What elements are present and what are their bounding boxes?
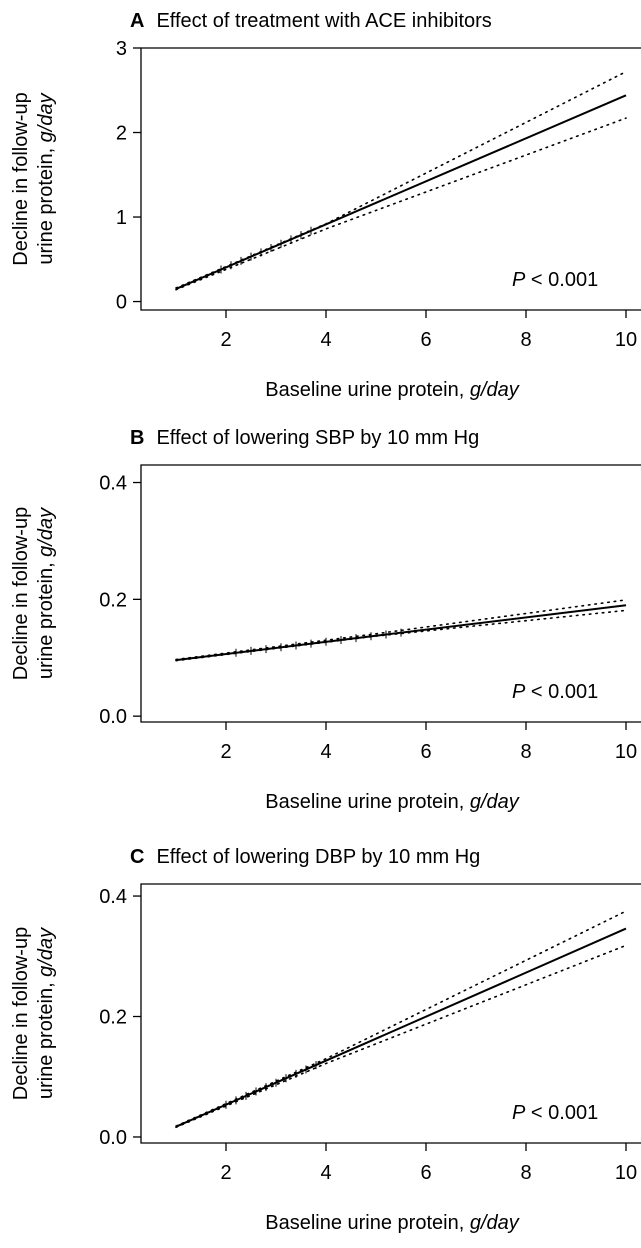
series-lower	[175, 117, 627, 291]
x-tick-label: 8	[520, 1162, 531, 1184]
x-tick-label: 10	[615, 741, 637, 763]
y-axis-label-line1: Decline in follow-up	[10, 927, 32, 1100]
y-tick-label: 3	[116, 38, 127, 60]
x-axis-label: Baseline urine protein, g/day	[265, 379, 520, 401]
y-axis-label: Decline in follow-up urine protein, g/day	[10, 927, 57, 1100]
x-tick-label: 6	[420, 329, 431, 351]
series-estimate	[175, 927, 627, 1128]
plot-frame	[140, 47, 641, 311]
x-tick-label: 8	[520, 741, 531, 763]
x-axis-label: Baseline urine protein, g/day	[265, 1212, 520, 1234]
panel-c: C Effect of lowering DBP by 10 mm Hg 0.0 0.…	[10, 846, 641, 1234]
p-value-text: < 0.001	[525, 1102, 598, 1124]
x-axis-label-unit: g/day	[470, 379, 520, 401]
y-tick-label: 0.4	[99, 473, 127, 495]
y-axis-label: Decline in follow-up urine protein, g/day	[10, 92, 57, 265]
series-upper	[175, 70, 627, 289]
plot-frame	[140, 883, 641, 1144]
x-axis-label-text: Baseline urine protein,	[265, 1212, 470, 1234]
x-axis-label-text: Baseline urine protein,	[265, 379, 470, 401]
x-axis-label: Baseline urine protein, g/day	[265, 791, 520, 813]
p-value-symbol: P	[512, 1102, 526, 1124]
x-tick-label: 4	[320, 741, 331, 763]
panel-b: B Effect of lowering SBP by 10 mm Hg 0.0 0.…	[10, 427, 641, 813]
x-axis-label-unit: g/day	[470, 791, 520, 813]
x-tick-label: 10	[615, 1162, 637, 1184]
y-tick-label: 2	[116, 123, 127, 145]
panel-title-text: Effect of lowering DBP by 10 mm Hg	[156, 846, 480, 868]
y-axis-label: Decline in follow-up urine protein, g/day	[10, 507, 57, 680]
panel-letter: B	[130, 427, 144, 449]
y-tick-label: 0.2	[99, 589, 127, 611]
y-tick-label: 0.0	[99, 706, 127, 728]
y-tick-label: 0	[116, 292, 127, 314]
panel-a: A Effect of treatment with ACE inhibitors…	[10, 10, 641, 401]
panel-letter: C	[130, 846, 144, 868]
x-tick-label: 4	[320, 329, 331, 351]
panel-title: A Effect of treatment with ACE inhibitors	[130, 10, 492, 32]
series-upper	[175, 910, 627, 1127]
p-value-symbol: P	[512, 681, 526, 703]
p-value-text: < 0.001	[525, 681, 598, 703]
y-tick-label: 0.0	[99, 1127, 127, 1149]
y-axis-label-line1: Decline in follow-up	[10, 507, 32, 680]
y-axis-label-line2: urine protein,	[35, 142, 57, 264]
p-value-symbol: P	[512, 269, 526, 291]
x-axis-label-text: Baseline urine protein,	[265, 791, 470, 813]
y-axis-label-unit: g/day	[35, 507, 57, 557]
p-value-text: < 0.001	[525, 269, 598, 291]
y-tick-label: 0.4	[99, 886, 127, 908]
panel-letter: A	[130, 10, 144, 32]
x-axis-label-unit: g/day	[470, 1212, 520, 1234]
panel-title-text: Effect of lowering SBP by 10 mm Hg	[156, 427, 479, 449]
x-tick-label: 8	[520, 329, 531, 351]
panel-title-text: Effect of treatment with ACE inhibitors	[156, 10, 491, 32]
y-axis-label-line2: urine protein,	[35, 977, 57, 1099]
panel-title: B Effect of lowering SBP by 10 mm Hg	[130, 427, 479, 449]
x-tick-label: 6	[420, 1162, 431, 1184]
y-axis-label-line1: Decline in follow-up	[10, 92, 32, 265]
x-tick-label: 6	[420, 741, 431, 763]
y-axis-label-line2: urine protein,	[35, 557, 57, 679]
series-upper	[175, 599, 627, 661]
p-value: P < 0.001	[512, 681, 598, 703]
y-axis-label-unit: g/day	[35, 927, 57, 977]
y-tick-label: 1	[116, 207, 127, 229]
x-tick-label: 2	[220, 741, 231, 763]
p-value: P < 0.001	[512, 269, 598, 291]
x-tick-label: 2	[220, 1162, 231, 1184]
p-value: P < 0.001	[512, 1102, 598, 1124]
y-tick-label: 0.2	[99, 1007, 127, 1029]
x-tick-label: 10	[615, 329, 637, 351]
x-tick-label: 4	[320, 1162, 331, 1184]
x-tick-label: 2	[220, 329, 231, 351]
plot-frame	[140, 464, 641, 723]
series-lower	[175, 944, 627, 1129]
series-lower	[175, 609, 627, 662]
y-axis-label-unit: g/day	[35, 92, 57, 142]
panel-title: C Effect of lowering DBP by 10 mm Hg	[130, 846, 480, 868]
